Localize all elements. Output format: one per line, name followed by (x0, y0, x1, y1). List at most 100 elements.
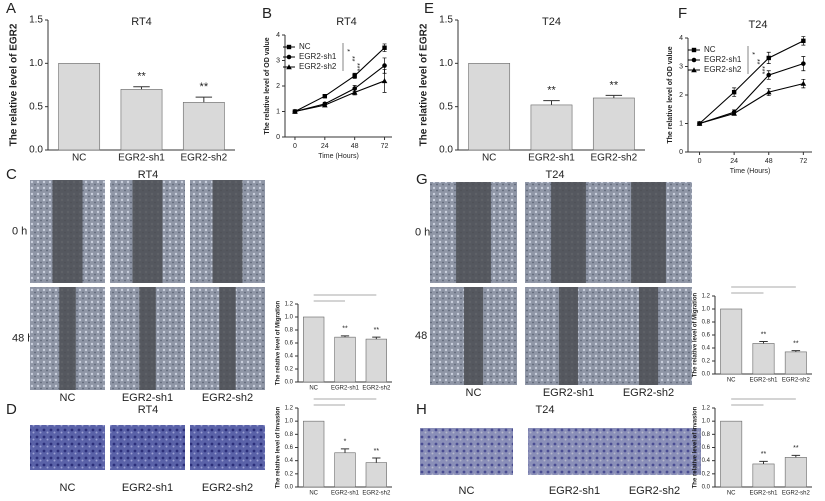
point (766, 55, 771, 61)
legend-label: EGR2-sh1 (299, 52, 337, 61)
y-tick-label: 1.5 (29, 15, 43, 26)
wound-gap (212, 180, 243, 283)
wound-gap (456, 182, 491, 283)
micrograph (30, 425, 105, 470)
panel-letter: A (6, 0, 16, 17)
point (322, 94, 328, 99)
y-tick-label: 0.2 (285, 367, 294, 373)
panel-letter: F (678, 5, 687, 22)
x-tick-label: EGR2-sh1 (331, 491, 360, 497)
bar (530, 104, 573, 151)
point (322, 102, 328, 108)
x-tick-label: 48 (765, 158, 773, 165)
point (731, 110, 737, 116)
bar (468, 63, 511, 151)
wound-gap (551, 182, 586, 283)
wound-gap (558, 287, 579, 385)
y-tick-label: 0.6 (702, 333, 711, 339)
y-tick-label: 0.0 (702, 485, 711, 491)
significance: *** (353, 63, 360, 71)
y-tick-label: 1 (276, 108, 280, 115)
panel-letter: H (416, 401, 427, 418)
y-tick-label: 0.5 (29, 101, 43, 112)
y-tick-label: 0.6 (285, 445, 294, 451)
bar (120, 89, 163, 151)
x-tick-label: NC (727, 491, 736, 497)
y-tick-label: 0.5 (439, 101, 453, 112)
significance: * (343, 49, 350, 52)
column-label: NC (459, 485, 475, 497)
legend-label: EGR2-sh1 (704, 55, 742, 64)
y-tick-label: 1.0 (29, 58, 43, 69)
significance: ** (200, 81, 209, 93)
significance: ** (348, 56, 355, 62)
series-line (699, 40, 804, 124)
y-tick-label: 1.5 (439, 15, 453, 26)
column-label: EGR2-sh1 (549, 485, 600, 497)
chart-title: T24 (749, 19, 768, 31)
column-label: EGR2-sh2 (202, 392, 253, 404)
panel-letter: B (262, 5, 272, 22)
bar (752, 463, 775, 488)
wound-gap (132, 180, 163, 283)
y-tick-label: 0.2 (285, 471, 294, 477)
column-label: EGR2-sh1 (543, 387, 594, 399)
x-tick-label: EGR2-sh1 (749, 491, 778, 497)
x-tick-label: EGR2-sh2 (362, 491, 391, 497)
point (352, 73, 357, 78)
series-line (294, 47, 385, 112)
y-axis-label: The relative level of OD value (667, 46, 674, 143)
x-tick-label: EGR2-sh1 (118, 153, 165, 164)
y-tick-label: 0.0 (29, 145, 43, 156)
point (801, 61, 806, 66)
point (696, 120, 703, 126)
image-title: RT4 (138, 404, 159, 416)
y-tick-label: 0.4 (285, 458, 294, 464)
image-title: T24 (546, 169, 565, 181)
x-tick-label: EGR2-sh1 (331, 386, 360, 392)
error-bar (759, 341, 768, 344)
column-label: NC (60, 482, 76, 494)
image-title: RT4 (138, 169, 159, 181)
x-axis-label: Time (Hours) (318, 153, 359, 160)
legend-label: NC (299, 42, 311, 51)
y-tick-label: 0 (679, 149, 683, 156)
panel-letter: G (416, 171, 428, 188)
point (381, 78, 388, 84)
y-axis-label: The relative level of EGR2 (9, 23, 20, 146)
error-bar (133, 86, 150, 90)
y-tick-label: 2 (276, 83, 280, 90)
x-tick-label: NC (727, 378, 736, 384)
bar (303, 420, 325, 488)
significance: ** (374, 448, 380, 455)
y-tick-label: 0.4 (702, 458, 711, 464)
x-tick-label: NC (482, 153, 496, 164)
point (801, 38, 806, 44)
bar (784, 457, 807, 488)
bar (720, 420, 743, 488)
x-tick-label: EGR2-sh2 (782, 491, 811, 497)
error-bar (372, 457, 381, 463)
significance: ** (761, 331, 767, 338)
y-tick-label: 0.8 (702, 320, 711, 326)
point (286, 54, 292, 60)
x-tick-label: EGR2-sh2 (782, 378, 811, 384)
y-axis-label: The relative level of Invasion (276, 406, 282, 488)
y-tick-label: 0.8 (702, 432, 711, 438)
error-bar (372, 336, 381, 340)
point (691, 57, 697, 63)
bar (784, 351, 807, 375)
x-tick-label: 72 (799, 158, 807, 165)
x-axis-label: Time (Hours) (730, 168, 771, 175)
point (691, 47, 697, 53)
y-axis-label: The relative level of Migration (276, 300, 282, 385)
error-bar (791, 454, 801, 458)
x-tick-label: EGR2-sh1 (749, 378, 778, 384)
series-line (294, 65, 385, 113)
y-tick-label: 0.8 (285, 328, 294, 334)
y-tick-label: 1.0 (285, 419, 294, 425)
row-label: 48 h (12, 332, 33, 344)
y-tick-label: 0.0 (285, 380, 294, 386)
error-bar (543, 100, 560, 105)
x-tick-label: EGR2-sh2 (180, 153, 227, 164)
